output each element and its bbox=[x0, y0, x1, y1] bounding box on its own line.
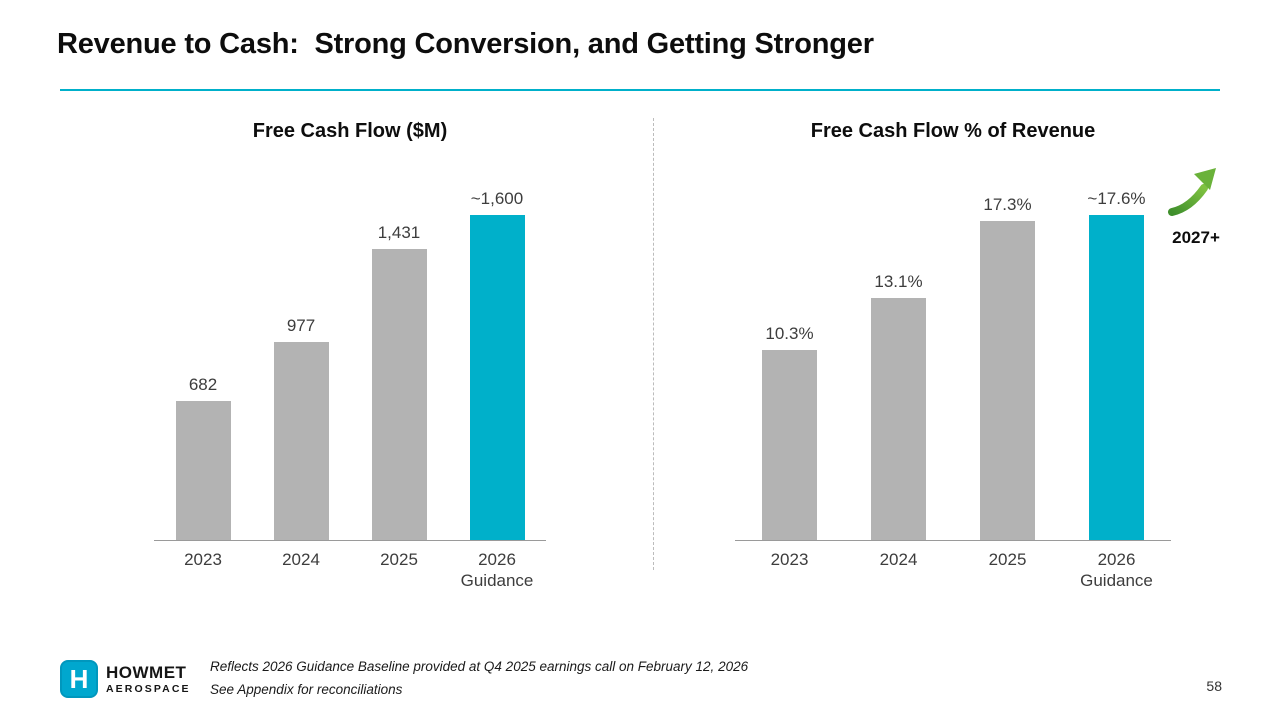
category-label: 2026 Guidance bbox=[1080, 550, 1153, 591]
bar-slot: 13.1% bbox=[844, 272, 953, 540]
bar-value-label: 17.3% bbox=[983, 195, 1032, 214]
bar-value-label: ~1,600 bbox=[470, 189, 524, 208]
chart-title: Free Cash Flow ($M) bbox=[252, 120, 448, 142]
growth-arrow-icon bbox=[1168, 166, 1224, 218]
x-axis-labels: 2023 2024 2025 2026 Guidance bbox=[154, 541, 546, 592]
bar-slot: 682 bbox=[154, 375, 252, 540]
title-underline bbox=[60, 89, 1220, 91]
page-number: 58 bbox=[1206, 678, 1222, 694]
annotation-2027: 2027+ bbox=[1172, 228, 1220, 247]
x-axis-line bbox=[735, 540, 1171, 541]
bar-value-label: 682 bbox=[188, 375, 218, 394]
bar-2026 bbox=[469, 215, 525, 540]
footnote-2: See Appendix for reconciliations bbox=[210, 682, 403, 697]
howmet-logo: H HOWMET AEROSPACE bbox=[60, 660, 191, 698]
page-title: Revenue to Cash: Strong Conversion, and … bbox=[57, 28, 874, 60]
category-label: 2023 bbox=[770, 550, 809, 569]
bar-slot: 977 bbox=[252, 316, 350, 540]
bar-2024 bbox=[273, 342, 329, 540]
bar-value-label: 13.1% bbox=[874, 272, 923, 291]
vertical-divider bbox=[653, 118, 654, 570]
category-label: 2026 Guidance bbox=[460, 550, 534, 591]
x-axis-line bbox=[154, 540, 546, 541]
category-label: 2024 bbox=[879, 550, 918, 569]
howmet-logo-text: HOWMET AEROSPACE bbox=[106, 664, 191, 695]
x-axis-labels: 2023 2024 2025 2026 Guidance bbox=[735, 541, 1171, 592]
category-label: 2023 bbox=[184, 550, 222, 569]
bar-value-label: 10.3% bbox=[765, 324, 814, 343]
bar-2023 bbox=[175, 401, 231, 540]
bar-slot: ~1,600 bbox=[448, 189, 546, 540]
category-label: 2025 bbox=[380, 550, 418, 569]
category-label: 2024 bbox=[282, 550, 320, 569]
footnotes: Reflects 2026 Guidance Baseline provided… bbox=[210, 659, 748, 697]
bar-slot: 17.3% bbox=[953, 195, 1062, 540]
bar-value-label: ~17.6% bbox=[1087, 189, 1146, 208]
chart-bars: 10.3% 13.1% 17.3% ~17.6% bbox=[735, 154, 1171, 540]
chart-free-cash-flow: Free Cash Flow ($M) 682 977 1,431 ~1,600 20… bbox=[120, 120, 580, 592]
chart-title: Free Cash Flow % of Revenue bbox=[810, 120, 1096, 142]
bar-2023 bbox=[762, 350, 817, 540]
logo-line1: HOWMET bbox=[106, 662, 187, 682]
bar-2025 bbox=[371, 249, 427, 540]
bar-2024 bbox=[871, 298, 926, 540]
chart-plot-wrap: 682 977 1,431 ~1,600 2023 2024 2025 2026 Guidan… bbox=[154, 154, 546, 592]
logo-line2: AEROSPACE bbox=[106, 682, 191, 695]
footnote-1: Reflects 2026 Guidance Baseline provided… bbox=[210, 659, 749, 674]
bar-slot: ~17.6% bbox=[1062, 189, 1171, 540]
bar-2025 bbox=[980, 221, 1035, 540]
bar-2026 bbox=[1089, 215, 1144, 540]
bar-value-label: 1,431 bbox=[377, 223, 421, 242]
category-label: 2025 bbox=[988, 550, 1027, 569]
chart-fcf-percent-revenue: Free Cash Flow % of Revenue 10.3% 13.1% 17… bbox=[718, 120, 1188, 592]
howmet-logo-mark: H bbox=[60, 660, 98, 698]
chart-plot-wrap: 10.3% 13.1% 17.3% ~17.6% 2023 2024 2025 2026 Gu… bbox=[735, 154, 1171, 592]
bar-slot: 1,431 bbox=[350, 223, 448, 540]
bar-value-label: 977 bbox=[286, 316, 316, 335]
chart-bars: 682 977 1,431 ~1,600 bbox=[154, 154, 546, 540]
bar-slot: 10.3% bbox=[735, 324, 844, 540]
